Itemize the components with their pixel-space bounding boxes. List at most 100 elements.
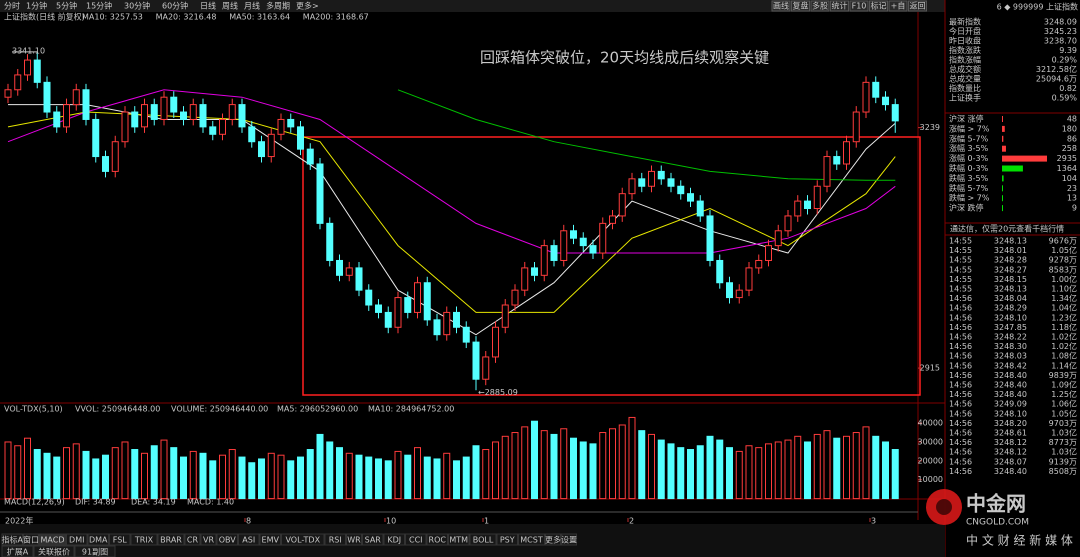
period-tab[interactable]: 月线 xyxy=(244,1,260,11)
volume-bar xyxy=(131,449,139,500)
toolbar-button[interactable] xyxy=(849,0,869,12)
toolbar-button[interactable] xyxy=(771,0,791,12)
indicator-tab[interactable] xyxy=(87,533,109,546)
indicator-tab[interactable] xyxy=(561,533,577,546)
indicator-tab[interactable] xyxy=(216,533,238,546)
breadth-label: 涨幅 0-3% xyxy=(949,153,989,163)
extension-tab[interactable] xyxy=(33,545,75,557)
indicator-tab[interactable] xyxy=(545,533,561,546)
tick-volume: 1.00亿 xyxy=(1051,274,1077,284)
toolbar-button[interactable] xyxy=(888,0,908,12)
candle-body xyxy=(687,193,694,202)
period-tab[interactable]: 周线 xyxy=(222,1,238,11)
indicator-tab[interactable] xyxy=(346,533,362,546)
volume-label: MA10: 284964752.00 xyxy=(368,405,454,414)
breadth-value: 86 xyxy=(1067,134,1077,143)
indicator-tab[interactable] xyxy=(496,533,518,546)
volume-bar xyxy=(209,460,217,500)
tick-time: 14:56 xyxy=(949,400,972,409)
indicator-tab[interactable] xyxy=(383,533,405,546)
volume-bar xyxy=(648,433,655,500)
volume-bar xyxy=(755,447,763,500)
indicator-tab[interactable] xyxy=(157,533,185,546)
indicator-tab[interactable] xyxy=(469,533,497,546)
volume-bar xyxy=(726,447,733,500)
y-tick-label: 20000 xyxy=(918,456,943,465)
indicator-tab[interactable] xyxy=(130,533,158,546)
tick-price: 3248.10 xyxy=(994,313,1027,322)
candle-body xyxy=(492,326,499,358)
candle-body xyxy=(599,222,607,254)
volume-bar xyxy=(687,449,694,500)
extension-tab-label: 91副图 xyxy=(82,548,108,557)
candle-body xyxy=(297,126,304,150)
indicator-tab[interactable] xyxy=(200,533,217,546)
period-tab[interactable]: 多周期 xyxy=(266,1,290,11)
tick-time: 14:56 xyxy=(949,323,972,332)
y-tick-label: 10000 xyxy=(918,475,943,484)
period-tab[interactable]: 更多> xyxy=(296,1,319,11)
candle-body xyxy=(882,96,889,106)
indicator-tab[interactable] xyxy=(259,533,281,546)
indicator-tab[interactable] xyxy=(39,533,66,546)
volume-bar xyxy=(4,441,12,500)
toolbar-button[interactable] xyxy=(908,0,927,12)
period-tab[interactable]: 1分钟 xyxy=(26,1,47,11)
toolbar-button[interactable] xyxy=(830,0,849,12)
volume-bar xyxy=(375,458,382,500)
candle-body xyxy=(63,104,70,128)
indicator-tab[interactable] xyxy=(324,533,346,546)
volume-bar xyxy=(891,449,899,500)
period-tab[interactable]: 分时 xyxy=(4,1,20,11)
toolbar-button[interactable] xyxy=(791,0,810,12)
extension-tab[interactable] xyxy=(74,545,116,557)
candle-body xyxy=(706,215,714,261)
breadth-value: 258 xyxy=(1062,144,1077,153)
breadth-bar xyxy=(1002,185,1003,192)
indicator-tab-label: OBV xyxy=(219,536,237,545)
toolbar-button[interactable] xyxy=(810,0,830,12)
period-tab[interactable]: 日线 xyxy=(200,1,216,11)
volume-bar xyxy=(345,452,353,500)
period-tab[interactable]: 60分钟 xyxy=(162,1,188,11)
indicator-tab[interactable] xyxy=(66,533,88,546)
volume-bar xyxy=(33,449,41,500)
ad-text[interactable]: 通达信，仅需20元查看千档行情 xyxy=(950,224,1064,234)
volume-label: VOLUME: 250946440.00 xyxy=(171,405,268,414)
tick-time: 14:56 xyxy=(949,419,972,428)
candle-body xyxy=(726,282,733,299)
indicator-tab[interactable] xyxy=(362,533,384,546)
period-tab[interactable]: 30分钟 xyxy=(124,1,150,11)
stat-label: 指数涨跌 xyxy=(949,45,981,55)
indicator-tab[interactable] xyxy=(426,533,448,546)
stat-label: 总成交额 xyxy=(949,64,981,74)
candle-body xyxy=(394,297,402,328)
period-tab[interactable]: 15分钟 xyxy=(86,1,112,11)
indicator-tab[interactable] xyxy=(23,533,39,546)
candle-body xyxy=(199,104,207,128)
indicator-tab[interactable] xyxy=(405,533,427,546)
indicator-tab[interactable] xyxy=(281,533,325,546)
period-tab[interactable]: 5分钟 xyxy=(56,1,77,11)
tick-price: 3248.22 xyxy=(994,333,1027,342)
volume-bar xyxy=(823,430,831,500)
indicator-tab[interactable] xyxy=(109,533,131,546)
indicator-tab[interactable] xyxy=(518,533,545,546)
tick-volume: 9676万 xyxy=(1049,237,1077,246)
tick-volume: 1.23亿 xyxy=(1051,312,1077,322)
tick-time: 14:56 xyxy=(949,457,972,466)
breadth-label: 沪深 涨停 xyxy=(949,114,984,124)
indicator-tab[interactable] xyxy=(238,533,260,546)
toolbar-button[interactable] xyxy=(869,0,888,12)
stat-value: 3212.58亿 xyxy=(1036,64,1077,74)
indicator-tab[interactable] xyxy=(448,533,470,546)
tick-time: 14:56 xyxy=(949,342,972,351)
indicator-tab[interactable] xyxy=(184,533,201,546)
volume-bar xyxy=(833,437,841,500)
extension-tab[interactable] xyxy=(1,545,34,557)
toolbar-button-label: 统计 xyxy=(832,1,848,11)
tick-volume: 1.06亿 xyxy=(1051,399,1077,409)
indicator-tab[interactable] xyxy=(1,533,23,546)
tick-time: 14:55 xyxy=(949,275,972,284)
toolbar-button-label: 多股 xyxy=(812,1,828,11)
